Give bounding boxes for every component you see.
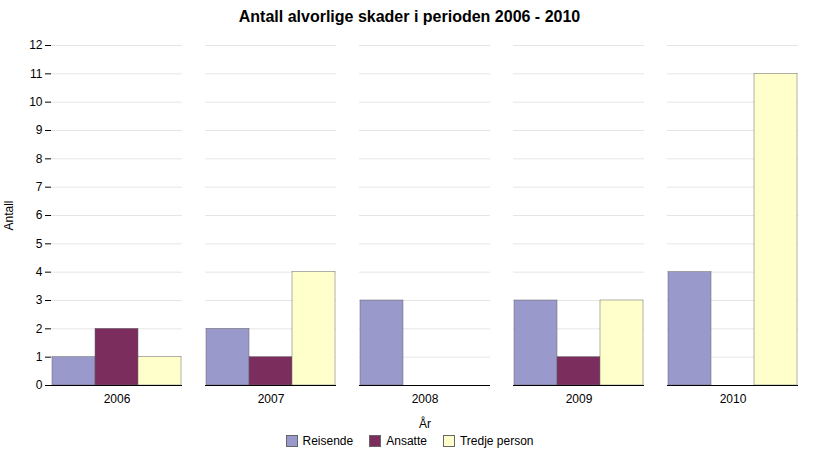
svg-text:0: 0 bbox=[36, 378, 43, 392]
svg-text:2006: 2006 bbox=[104, 392, 131, 406]
svg-text:9: 9 bbox=[36, 123, 43, 137]
html-text:Tredje person: Tredje person bbox=[459, 434, 534, 448]
svg-text:11: 11 bbox=[30, 67, 43, 81]
svg-text:8: 8 bbox=[36, 152, 43, 166]
svg-text:5: 5 bbox=[36, 237, 43, 251]
svg-text:4: 4 bbox=[36, 265, 43, 279]
svg-text:2007: 2007 bbox=[258, 392, 285, 406]
svg-text:1: 1 bbox=[36, 350, 43, 364]
svg-text:7: 7 bbox=[36, 180, 43, 194]
svg-text:År: År bbox=[419, 416, 431, 431]
html-text:Reisende: Reisende bbox=[302, 434, 354, 448]
html-text:Ansatte: Ansatte bbox=[386, 434, 427, 448]
svg-text:3: 3 bbox=[36, 293, 43, 307]
svg-text:2010: 2010 bbox=[720, 392, 747, 406]
svg-text:6: 6 bbox=[36, 208, 43, 222]
svg-text:2009: 2009 bbox=[566, 392, 593, 406]
svg-text:Antall: Antall bbox=[2, 200, 16, 230]
html-text:Antall alvorlige skader i peri: Antall alvorlige skader i perioden 2006 … bbox=[238, 8, 581, 25]
svg-text:2008: 2008 bbox=[412, 392, 439, 406]
svg-text:12: 12 bbox=[29, 38, 43, 52]
svg-text:10: 10 bbox=[29, 95, 43, 109]
svg-text:2: 2 bbox=[36, 322, 43, 336]
